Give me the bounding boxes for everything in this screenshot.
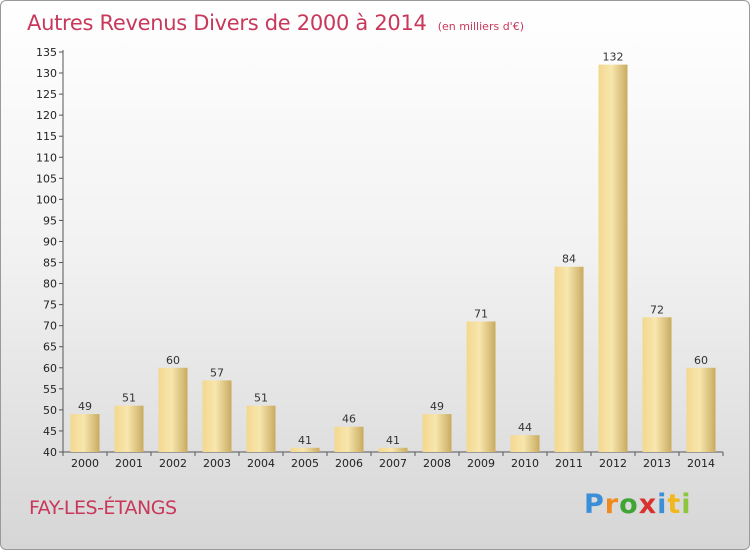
y-tick-label: 40 xyxy=(43,446,57,459)
bar xyxy=(378,447,408,452)
bar xyxy=(246,405,276,452)
y-tick-label: 85 xyxy=(43,257,57,270)
data-label: 41 xyxy=(298,434,312,447)
x-tick-label: 2009 xyxy=(467,457,495,470)
bar xyxy=(598,64,628,452)
y-tick-label: 125 xyxy=(36,88,57,101)
bar xyxy=(334,426,364,452)
x-tick-label: 2013 xyxy=(643,457,671,470)
data-label: 46 xyxy=(342,413,356,426)
bar xyxy=(202,380,232,452)
data-label: 84 xyxy=(562,253,576,266)
bar xyxy=(422,414,452,452)
data-label: 60 xyxy=(694,354,708,367)
logo-letter: o xyxy=(619,489,639,520)
y-tick-label: 100 xyxy=(36,193,57,206)
y-tick-label: 80 xyxy=(43,278,57,291)
bar xyxy=(510,435,540,452)
y-tick-label: 75 xyxy=(43,299,57,312)
chart-title: Autres Revenus Divers de 2000 à 2014 xyxy=(27,11,427,35)
labels: 2000 49 2001 51 2002 60 2003 57 2004 51 2005 41 2006… xyxy=(71,51,715,470)
x-tick-label: 2004 xyxy=(247,457,275,470)
title-block: Autres Revenus Divers de 2000 à 2014 (en… xyxy=(27,11,524,35)
bar xyxy=(70,414,100,452)
bar xyxy=(158,367,188,452)
location-name: FAY-LES-ÉTANGS xyxy=(29,497,177,519)
proxiti-logo: Proxiti xyxy=(584,489,692,520)
logo-letter: i xyxy=(657,489,668,520)
y-tick-label: 50 xyxy=(43,404,57,417)
y-tick-label: 135 xyxy=(36,46,57,59)
x-tick-label: 2000 xyxy=(71,457,99,470)
y-tick-label: 105 xyxy=(36,172,57,185)
x-tick-label: 2010 xyxy=(511,457,539,470)
x-tick-label: 2014 xyxy=(687,457,715,470)
data-label: 71 xyxy=(474,307,488,320)
y-tick-label: 115 xyxy=(36,130,57,143)
data-label: 51 xyxy=(254,392,268,405)
y-tick-label: 70 xyxy=(43,320,57,333)
y-tick-label: 130 xyxy=(36,67,57,80)
logo-letter: x xyxy=(638,489,658,520)
y-tick-label: 110 xyxy=(36,151,57,164)
x-tick-label: 2001 xyxy=(115,457,143,470)
y-tick-label: 45 xyxy=(43,425,57,438)
y-tick-label: 120 xyxy=(36,109,57,122)
bar xyxy=(686,367,716,452)
x-tick-label: 2003 xyxy=(203,457,231,470)
data-label: 49 xyxy=(430,400,444,413)
bar xyxy=(466,321,496,452)
chart-unit: (en milliers d'€) xyxy=(437,20,524,33)
data-label: 72 xyxy=(650,303,664,316)
x-tick-label: 2012 xyxy=(599,457,627,470)
y-tick-label: 60 xyxy=(43,362,57,375)
y-tick-label: 55 xyxy=(43,383,57,396)
bars xyxy=(70,64,716,452)
logo-letter: i xyxy=(681,489,692,520)
y-tick-label: 90 xyxy=(43,235,57,248)
y-tick-label: 95 xyxy=(43,214,57,227)
data-label: 57 xyxy=(210,366,224,379)
logo-letter: P xyxy=(584,489,605,520)
x-tick-label: 2002 xyxy=(159,457,187,470)
data-label: 41 xyxy=(386,434,400,447)
x-tick-label: 2011 xyxy=(555,457,583,470)
x-tick-label: 2007 xyxy=(379,457,407,470)
data-label: 44 xyxy=(518,421,532,434)
y-tick-label: 65 xyxy=(43,341,57,354)
bar xyxy=(554,266,584,452)
logo-letter: t xyxy=(667,489,682,520)
axes: 40 45 50 55 60 65 70 75 80 85 90 95 100 105 110 115 120 1… xyxy=(36,46,724,459)
bar xyxy=(290,447,320,452)
data-label: 49 xyxy=(78,400,92,413)
logo-letter: r xyxy=(604,489,620,520)
bar xyxy=(114,405,144,452)
data-label: 132 xyxy=(603,51,624,64)
bar xyxy=(642,317,672,452)
data-label: 51 xyxy=(122,392,136,405)
x-tick-label: 2005 xyxy=(291,457,319,470)
x-tick-label: 2006 xyxy=(335,457,363,470)
x-tick-label: 2008 xyxy=(423,457,451,470)
data-label: 60 xyxy=(166,354,180,367)
